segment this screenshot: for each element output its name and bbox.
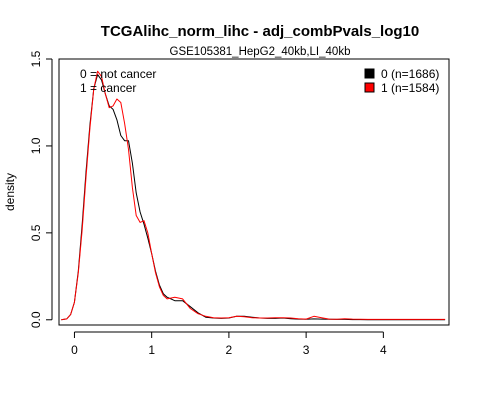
legend-label-0: 0 (n=1686) (381, 67, 439, 81)
y-tick-label: 1.0 (29, 137, 43, 154)
legend: 0 (n=1686)1 (n=1584) (364, 67, 439, 95)
series-layer (61, 70, 446, 321)
chart-subtitle: GSE105381_HepG2_40kb,LI_40kb (170, 46, 351, 58)
y-tick-label: 1.5 (29, 50, 43, 67)
y-tick-label: 0.5 (29, 224, 43, 241)
x-tick-label: 4 (380, 343, 387, 357)
x-tick-label: 0 (71, 343, 78, 357)
annotation-cancer: 1 = cancer (80, 81, 136, 95)
x-tick-label: 3 (303, 343, 310, 357)
legend-swatch-0 (364, 68, 375, 79)
x-tick-label: 1 (148, 343, 155, 357)
legend-label-1: 1 (n=1584) (381, 81, 439, 95)
legend-swatch-1 (364, 82, 375, 93)
y-tick-label: 0.0 (29, 311, 43, 328)
y-axis: 0.0 0.5 1.0 1.5 (29, 50, 53, 328)
y-axis-label: density (3, 173, 17, 211)
x-axis: 0 1 2 3 4 (71, 331, 387, 357)
x-tick-label: 2 (226, 343, 233, 357)
density-line-series-0 (61, 74, 446, 321)
plot-frame (58, 58, 450, 326)
chart-title: TCGAlihc_norm_lihc - adj_combPvals_log10 (101, 23, 419, 40)
density-line-series-1 (61, 70, 446, 321)
annotation-not-cancer: 0 = not cancer (80, 67, 156, 81)
